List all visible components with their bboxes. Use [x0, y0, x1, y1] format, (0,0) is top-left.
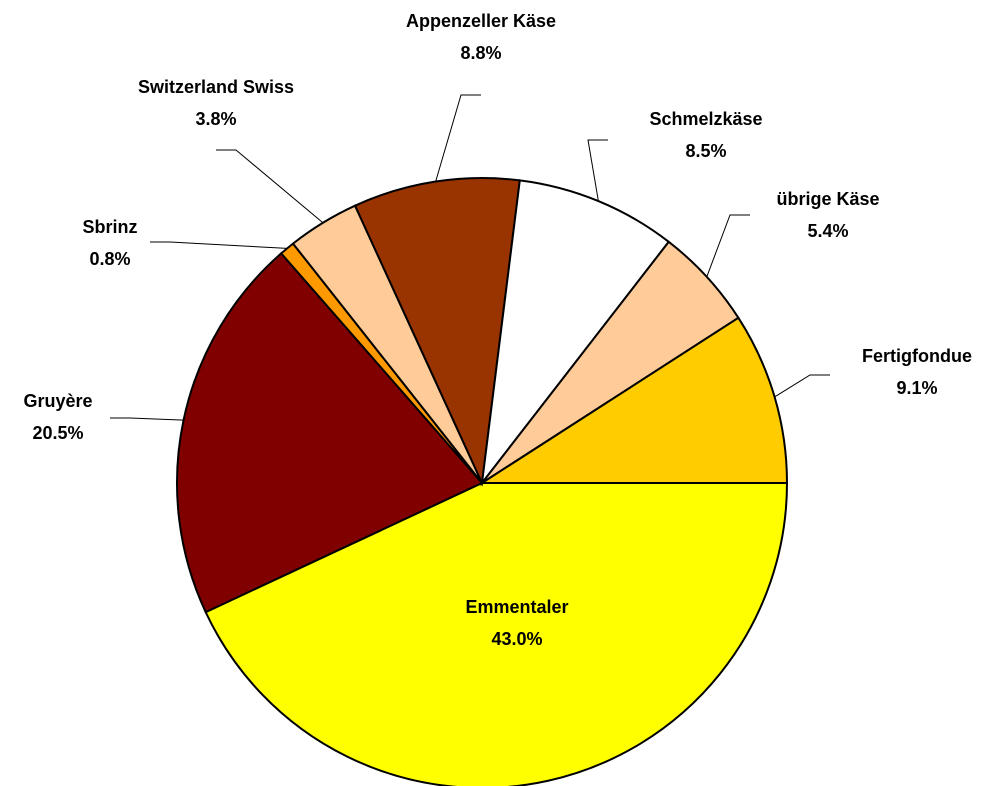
leader-line — [587, 139, 608, 202]
leader-line — [150, 241, 288, 249]
value-label: 8.5% — [685, 141, 726, 161]
slice-label: Emmentaler — [465, 597, 568, 617]
value-label: 3.8% — [195, 109, 236, 129]
leader-line — [110, 417, 184, 421]
leader-line — [706, 214, 750, 278]
slice-label: Gruyère — [23, 391, 92, 411]
slice-label: Switzerland Swiss — [138, 77, 294, 97]
value-label: 43.0% — [491, 629, 542, 649]
leader-line — [435, 94, 481, 182]
value-label: 20.5% — [32, 423, 83, 443]
value-label: 5.4% — [807, 221, 848, 241]
slice-label: übrige Käse — [776, 189, 879, 209]
slice-label: Fertigfondue — [862, 346, 972, 366]
slice-label: Schmelzkäse — [649, 109, 762, 129]
slice-label: Sbrinz — [82, 217, 137, 237]
value-label: 0.8% — [89, 249, 130, 269]
value-label: 9.1% — [896, 378, 937, 398]
pie-slice — [204, 482, 789, 786]
leader-line — [216, 149, 324, 224]
leader-line — [774, 374, 830, 398]
slice-label: Appenzeller Käse — [406, 11, 556, 31]
value-label: 8.8% — [460, 43, 501, 63]
